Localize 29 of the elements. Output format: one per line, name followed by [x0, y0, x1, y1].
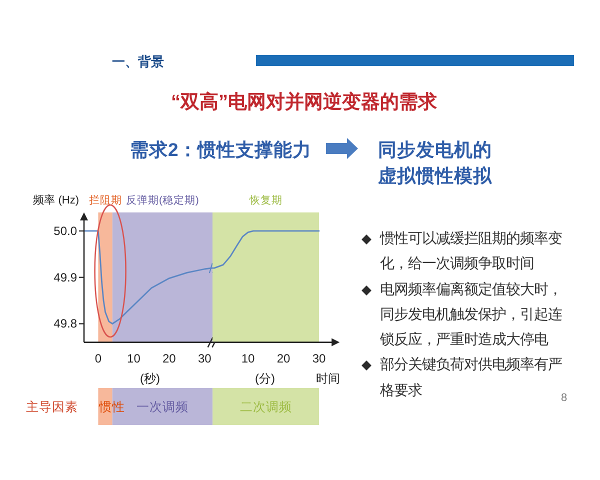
series-label: 惯性	[98, 400, 126, 414]
band-label: 拦阻期	[88, 193, 122, 206]
chart-subtitle: 需求2：惯性支撑能力	[130, 139, 312, 160]
text: 同步发电机的虚拟惯性模拟	[378, 138, 493, 188]
x-tick-label: 10	[127, 351, 141, 366]
text: 惯性可以减缓拦阻期的频率变化，给一次调频争取时间	[380, 231, 562, 272]
x-tick-label: 0	[94, 351, 102, 366]
x-axis-title: (秒)	[140, 371, 160, 386]
y-tick-label: 50.0	[54, 224, 78, 238]
series-label: 一次调频	[136, 400, 188, 414]
text: 一、背景	[112, 54, 164, 69]
x-tick-label: 20	[276, 351, 290, 366]
text: 部分关键负荷对供电频率有严格要求	[380, 357, 562, 399]
x-tick-label: 30	[198, 351, 212, 366]
band-label: 反弹期(稳定期)	[126, 193, 199, 206]
x-axis-title: (分)	[255, 371, 275, 386]
x-tick-label: 30	[312, 351, 326, 366]
y-tick-label: 主导因素	[26, 399, 78, 414]
y-axis-title: 频率 (Hz)	[33, 193, 79, 206]
text: 电网频率偏离额定值较大时，同步发电机触发保护，引起连锁反应，严重时造成大停电	[380, 282, 562, 348]
y-tick-label: 49.8	[54, 316, 78, 331]
series-label: 二次调频	[240, 400, 292, 414]
y-tick-label: 49.9	[54, 270, 78, 284]
text: “双高”电网对并网逆变器的需求	[170, 92, 438, 113]
band-label: 恢复期	[248, 194, 282, 206]
text: 8	[561, 392, 568, 404]
x-tick-label: 10	[241, 351, 255, 366]
annotation: 时间	[316, 371, 340, 386]
x-tick-label: 20	[162, 351, 176, 366]
